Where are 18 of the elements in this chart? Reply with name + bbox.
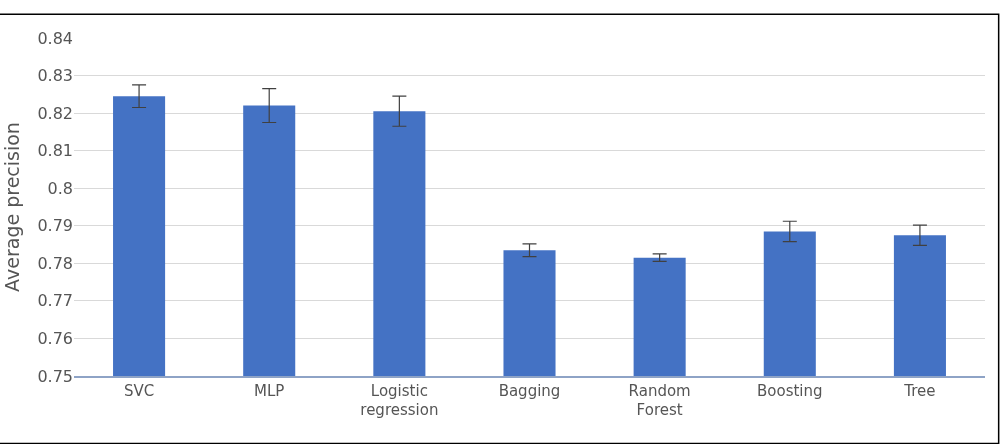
y-tick-label: 0.81 — [37, 141, 73, 161]
y-tick-label: 0.82 — [37, 103, 73, 123]
y-tick-label: 0.79 — [37, 216, 73, 236]
y-axis-title: Average precision — [1, 122, 24, 292]
x-tick-label: Bagging — [498, 381, 561, 400]
x-tick-label: Logistic regression — [360, 381, 439, 420]
y-tick-label: 0.75 — [37, 366, 73, 386]
y-tick-label: 0.84 — [37, 28, 73, 48]
x-tick-label: Boosting — [757, 381, 823, 400]
x-tick-label: SVC — [123, 381, 155, 400]
y-tick-label: 0.83 — [37, 66, 73, 86]
x-tick-label: Tree — [903, 381, 936, 400]
y-tick-label: 0.78 — [37, 253, 73, 273]
x-tick-label: MLP — [254, 381, 285, 400]
x-tick-label: Random Forest — [628, 381, 691, 420]
y-tick-label: 0.76 — [37, 329, 73, 349]
y-tick-label: 0.8 — [47, 178, 73, 198]
y-tick-label: 0.77 — [37, 291, 73, 311]
